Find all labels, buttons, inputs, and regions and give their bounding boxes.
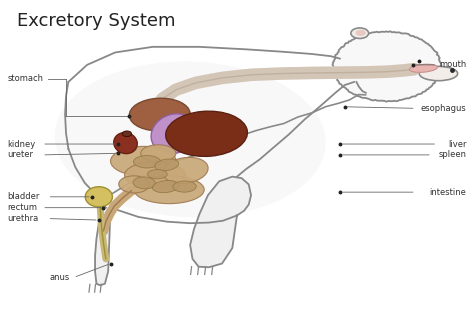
Ellipse shape <box>147 169 167 179</box>
Ellipse shape <box>55 62 326 217</box>
Ellipse shape <box>125 162 185 188</box>
Polygon shape <box>190 177 251 267</box>
Ellipse shape <box>166 111 247 156</box>
Ellipse shape <box>332 31 442 102</box>
Ellipse shape <box>133 177 155 189</box>
Text: rectum: rectum <box>8 203 37 212</box>
Text: ureter: ureter <box>8 150 34 159</box>
Ellipse shape <box>85 187 112 207</box>
Text: esophagus: esophagus <box>421 104 466 113</box>
Ellipse shape <box>356 30 366 36</box>
Ellipse shape <box>122 131 132 137</box>
Ellipse shape <box>173 181 196 192</box>
Text: Excretory System: Excretory System <box>17 12 175 30</box>
Ellipse shape <box>134 155 161 168</box>
Ellipse shape <box>129 98 190 131</box>
Ellipse shape <box>410 64 438 72</box>
Ellipse shape <box>151 114 196 154</box>
Text: mouth: mouth <box>439 60 466 70</box>
Text: kidney: kidney <box>8 140 36 149</box>
Text: liver: liver <box>448 140 466 149</box>
Polygon shape <box>332 31 441 102</box>
Text: intestine: intestine <box>429 188 466 197</box>
Ellipse shape <box>110 146 176 176</box>
Text: spleen: spleen <box>438 150 466 159</box>
Text: stomach: stomach <box>8 74 44 83</box>
Text: bladder: bladder <box>8 192 40 201</box>
Ellipse shape <box>118 176 149 193</box>
Ellipse shape <box>114 133 137 154</box>
Ellipse shape <box>419 66 457 81</box>
Text: urethra: urethra <box>8 214 39 223</box>
Ellipse shape <box>163 157 208 184</box>
Polygon shape <box>95 208 110 285</box>
Ellipse shape <box>155 159 179 171</box>
Text: anus: anus <box>50 273 70 282</box>
Ellipse shape <box>134 176 204 204</box>
Ellipse shape <box>141 145 176 162</box>
Ellipse shape <box>152 180 179 193</box>
Ellipse shape <box>351 28 369 39</box>
